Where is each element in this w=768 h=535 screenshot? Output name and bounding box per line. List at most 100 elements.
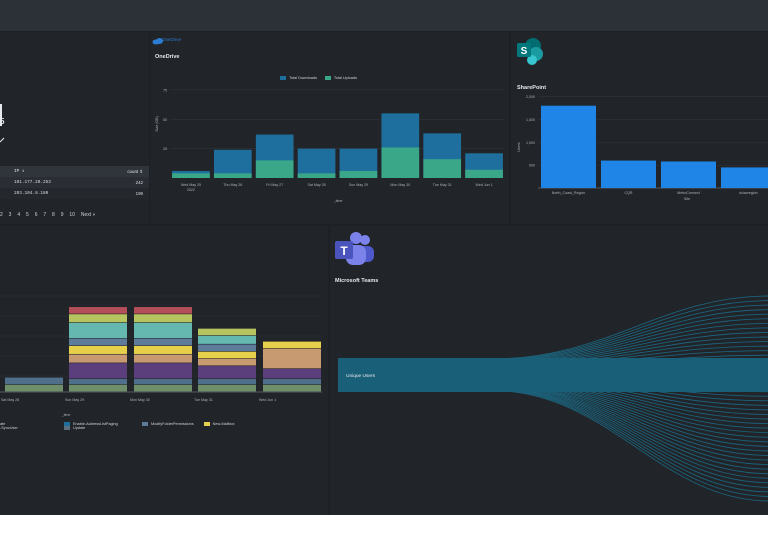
legend-label-ate: ate (0, 422, 6, 426)
sankey-node-label: Unique Users (346, 373, 376, 379)
sankey-link (489, 388, 768, 493)
stacked-bar-segment (198, 358, 256, 366)
stacked-bar-segment (69, 307, 127, 314)
bar-uploads (381, 147, 420, 178)
stacked-bar-segment (198, 351, 256, 359)
ip-count-panel: 5 IP ⇕ count ⇕ 101.177.20.253 242 203.10… (0, 32, 149, 224)
sankey-link (489, 304, 768, 361)
onedrive-panel: OneDrive OneDrive Total Downloads Total … (150, 32, 509, 224)
stacked-bar-segment (69, 379, 127, 385)
single-value-glyph (0, 104, 2, 126)
y-tick-label: 1,000 (526, 141, 535, 145)
operations-stacked-chart: Sat May 28 Sun May 29 Mon May 30 Tue May 31… (0, 295, 322, 417)
sharepoint-bar (601, 160, 656, 188)
operations-legend-col1: ate -SyncUser (0, 422, 18, 430)
x-tick-label: North_Coast_Region (552, 191, 586, 195)
table-header-ip[interactable]: IP ⇕ (14, 169, 25, 174)
sankey-link (489, 300, 768, 361)
stacked-bar-segment (134, 322, 192, 339)
legend-item: Enable-AddressListPaging (64, 422, 118, 426)
x-tick-label: dciavregion (739, 191, 757, 195)
x-tick-label: Sun May 29 (65, 398, 84, 402)
stacked-bar-segment (198, 335, 256, 344)
stacked-bar-segment (134, 384, 192, 392)
page-link-4[interactable]: 4 (17, 212, 21, 218)
onedrive-legend: Total Downloads Total Uploads (280, 76, 357, 80)
sharepoint-chart: 2,000 1,500 1,000 500 Users North_Coast_Regio… (517, 95, 768, 201)
x-tick-label: Wed Jun 1 (476, 183, 493, 187)
stacked-bar-segment (134, 354, 192, 363)
teams-sankey-diagram: Unique Users (338, 295, 768, 502)
legend-swatch (203, 422, 210, 426)
legend-swatch-uploads (324, 76, 331, 80)
legend-swatch (142, 422, 148, 426)
y-tick-label: 1,500 (526, 118, 535, 122)
sharepoint-bar (721, 167, 768, 188)
table-header-count[interactable]: count ⇕ (127, 168, 143, 174)
x-tick-label: MetroConnect (677, 191, 700, 195)
stacked-bar-segment (198, 344, 256, 352)
top-bar (0, 0, 768, 31)
legend-swatch (64, 426, 70, 430)
ip-cell: 101.177.20.253 (14, 180, 51, 185)
legend-label-folderpermissions: ModifyFolderPermissions (151, 422, 194, 426)
stacked-bar-segment (263, 348, 321, 369)
stacked-bar-segment (198, 366, 256, 379)
onedrive-cloud-icon (152, 38, 163, 45)
sparkline-area: 5 (0, 104, 5, 143)
stacked-bar-segment (134, 307, 192, 314)
bar-uploads (465, 169, 503, 178)
page-link-8[interactable]: 8 (52, 212, 55, 218)
sankey-links (338, 295, 768, 502)
x-tick-label: CQR (625, 191, 633, 195)
page-link-9[interactable]: 9 (60, 212, 64, 218)
x-tick-label: Mon May 30 (130, 398, 150, 402)
legend-label-update: Update (73, 426, 86, 430)
legend-label-downloads: Total Downloads (289, 76, 317, 80)
page-link-10[interactable]: 10 (69, 212, 75, 218)
bar-uploads (339, 170, 378, 178)
sankey-node-unique-users[interactable] (338, 358, 768, 392)
page-link-6[interactable]: 6 (34, 212, 38, 218)
x-tick-label: Mon May 30 (390, 183, 410, 187)
stacked-bar-segment (134, 345, 192, 354)
sharepoint-logo-letter: S (521, 46, 528, 57)
x-tick-label: Tue May 31 (194, 398, 213, 402)
x-tick-label: 2022 (187, 188, 195, 192)
onedrive-brand-label: OneDrive (162, 37, 182, 42)
sharepoint-title: SharePoint (517, 85, 547, 91)
sharepoint-bar (661, 161, 716, 188)
bar-downloads (297, 148, 336, 178)
stacked-bar-segment (263, 341, 321, 349)
x-tick-label: Wed Jun 1 (259, 398, 276, 402)
operations-legend-col2: Enable-AddressListPaging Update (64, 422, 118, 430)
dashboard: 5 IP ⇕ count ⇕ 101.177.20.253 242 203.10… (0, 0, 768, 515)
legend-label-addresslistpaging: Enable-AddressListPaging (73, 422, 118, 426)
table-row[interactable]: 203.104.8.180 199 (0, 188, 149, 199)
legend-item: Update (64, 426, 85, 430)
y-tick-label: 75 (163, 88, 167, 92)
sharepoint-logo-icon: S (517, 38, 543, 65)
x-axis-label: _time (61, 413, 71, 417)
sankey-link (489, 309, 768, 362)
operations-legend-col3: ModifyFolderPermissions New-Mailbox (142, 422, 235, 426)
y-tick-label: 2,000 (526, 95, 535, 99)
single-value-partial: 5 (0, 117, 5, 126)
page-link-3[interactable]: 3 (8, 212, 12, 218)
sankey-link (489, 387, 768, 488)
sankey-link (489, 295, 768, 360)
legend-swatch (64, 422, 70, 426)
x-tick-label: Sat May 28 (307, 183, 325, 187)
bar-uploads (423, 159, 462, 178)
x-tick-label: Fri May 27 (266, 183, 283, 187)
table-row[interactable]: 101.177.20.253 242 (0, 177, 149, 188)
page-link-7[interactable]: 7 (43, 212, 47, 218)
y-tick-label: 50 (163, 118, 167, 122)
next-page-link[interactable]: Next » (80, 212, 96, 218)
bar-uploads (213, 173, 252, 178)
ip-table: IP ⇕ count ⇕ 101.177.20.253 242 203.104.… (0, 166, 149, 199)
stacked-bar-segment (134, 338, 192, 346)
page-link-5[interactable]: 5 (26, 212, 29, 218)
page-link-2[interactable]: 2 (0, 212, 3, 218)
stacked-bar-segment (134, 379, 192, 385)
